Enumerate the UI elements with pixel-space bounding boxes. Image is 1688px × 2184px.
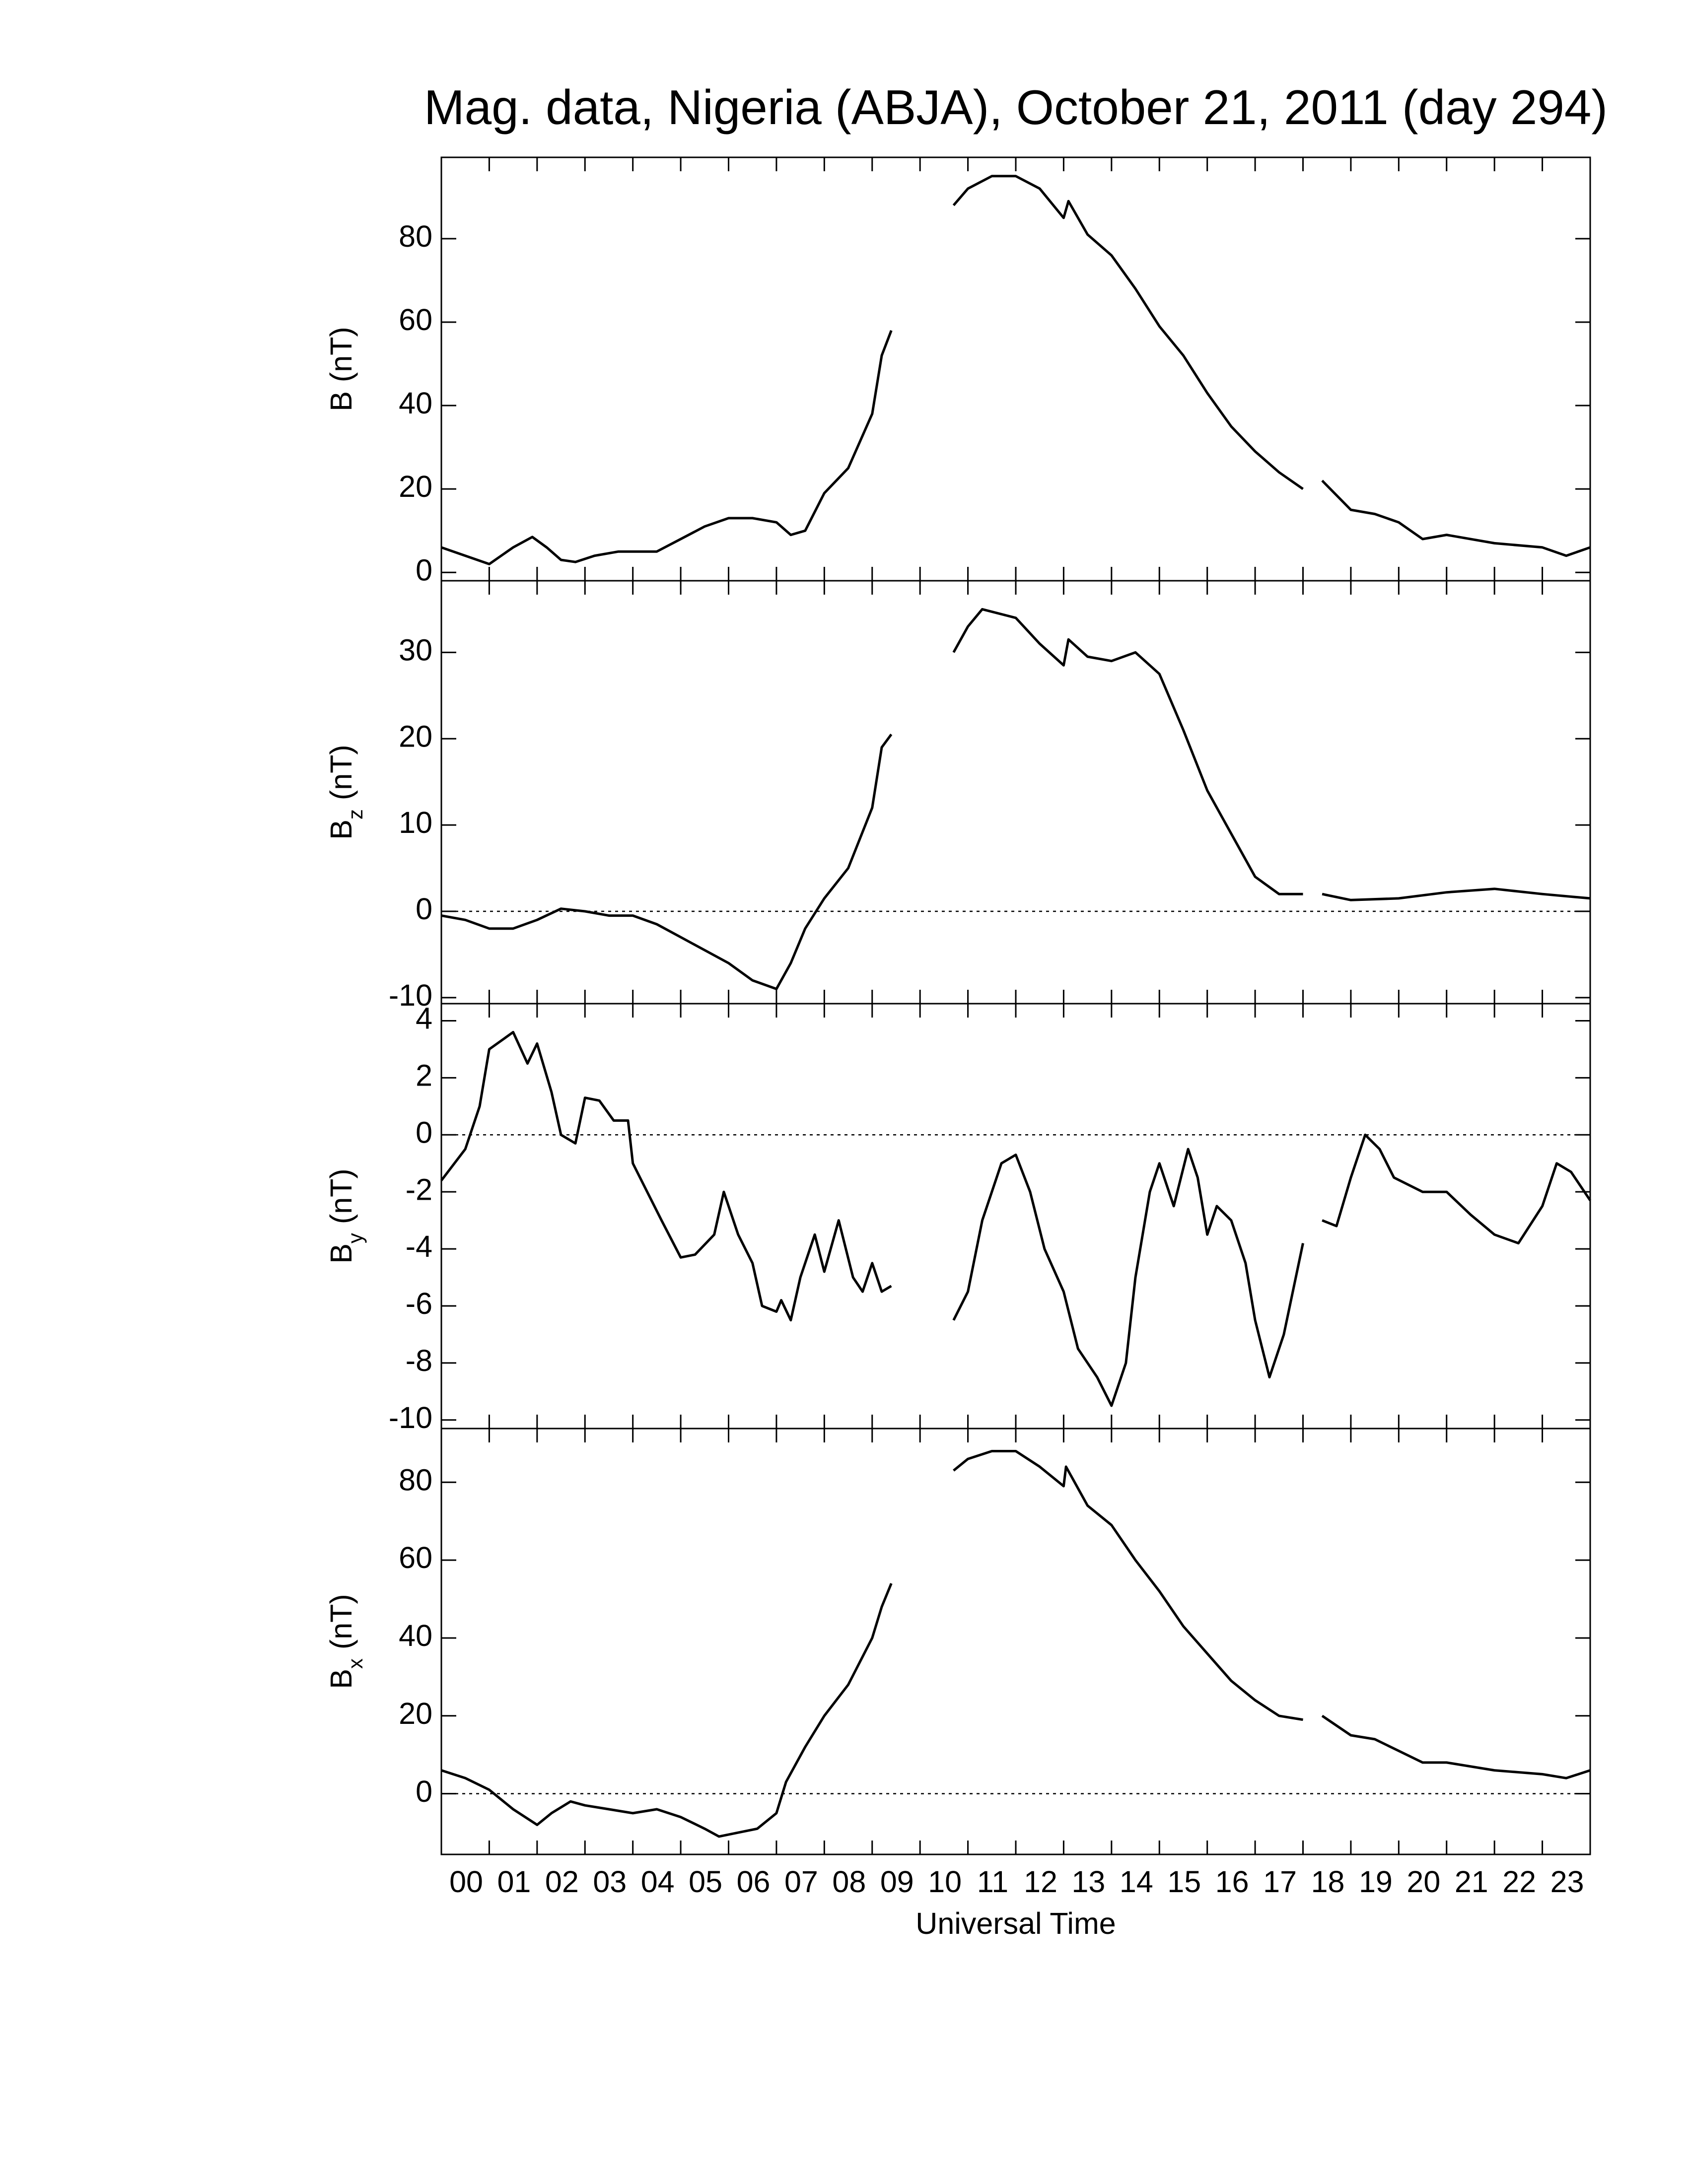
x-tick-label: 03 (593, 1865, 627, 1899)
y-tick-label: 0 (416, 553, 432, 587)
x-tick-label: 06 (737, 1865, 771, 1899)
x-tick-label: 17 (1263, 1865, 1297, 1899)
y-axis-label: By (nT) (324, 1168, 367, 1264)
y-axis-label-sub: x (344, 1658, 367, 1669)
chart-title: Mag. data, Nigeria (ABJA), October 21, 2… (424, 80, 1608, 135)
y-axis-label-base: B (324, 1243, 358, 1264)
x-tick-label: 02 (545, 1865, 579, 1899)
y-tick-label: -8 (406, 1344, 432, 1377)
x-tick-label: 22 (1502, 1865, 1536, 1899)
data-line (440, 1030, 1592, 1407)
y-tick-label: 20 (399, 1697, 432, 1730)
y-tick-label: -10 (389, 978, 432, 1012)
x-tick-label: 16 (1215, 1865, 1249, 1899)
x-tick-label: 04 (641, 1865, 675, 1899)
y-tick-label: 20 (399, 470, 432, 503)
x-axis-label: Universal Time (915, 1907, 1116, 1940)
y-tick-label: 40 (399, 386, 432, 420)
y-tick-label: 2 (416, 1058, 432, 1092)
x-tick-label: 10 (928, 1865, 962, 1899)
y-tick-label: -2 (406, 1172, 432, 1206)
y-axis-label: Bx (nT) (324, 1594, 367, 1689)
x-tick-label: 01 (497, 1865, 531, 1899)
x-tick-label: 12 (1024, 1865, 1057, 1899)
y-tick-label: 60 (399, 1541, 432, 1574)
x-tick-label: 14 (1120, 1865, 1153, 1899)
y-tick-label: 4 (416, 1002, 432, 1035)
y-tick-label: 60 (399, 303, 432, 337)
x-tick-label: 23 (1550, 1865, 1584, 1899)
y-axis-label-unit: (nT) (324, 745, 358, 800)
plot-frame (440, 156, 1591, 582)
y-tick-label: 0 (416, 1115, 432, 1149)
x-tick-label: 00 (449, 1865, 483, 1899)
data-line (441, 608, 1591, 990)
x-tick-label: 20 (1407, 1865, 1440, 1899)
y-axis-label-unit: (nT) (324, 1168, 358, 1224)
y-tick-label: 80 (399, 219, 432, 253)
plot-frame (440, 1428, 1591, 1855)
y-axis-label: Bz (nT) (324, 745, 367, 840)
y-tick-label: 0 (416, 1774, 432, 1808)
data-line (441, 175, 1591, 565)
y-tick-label: -6 (406, 1287, 432, 1320)
x-tick-label: 11 (977, 1865, 1008, 1899)
x-tick-label: 15 (1167, 1865, 1201, 1899)
data-line (441, 1450, 1591, 1838)
x-tick-label: 07 (784, 1865, 818, 1899)
y-axis-label: B (nT) (324, 327, 358, 411)
x-tick-label: 08 (832, 1865, 866, 1899)
y-axis-label-unit: (nT) (324, 1594, 358, 1649)
x-tick-label: 13 (1071, 1865, 1105, 1899)
y-axis-label-unit: (nT) (324, 327, 358, 382)
y-axis-label-base: B (324, 819, 358, 840)
y-axis-label-base: B (324, 1669, 358, 1689)
plot-frame (440, 580, 1591, 1005)
x-tick-label: 18 (1311, 1865, 1345, 1899)
plot-frame (440, 1003, 1591, 1430)
y-tick-label: 10 (399, 806, 432, 839)
y-tick-label: 20 (399, 719, 432, 753)
y-axis-label-sub: y (344, 1233, 367, 1243)
y-tick-label: 40 (399, 1619, 432, 1652)
y-tick-label: 0 (416, 892, 432, 926)
y-axis-label-base: B (324, 391, 358, 411)
y-tick-label: -4 (406, 1229, 432, 1263)
y-tick-label: 80 (399, 1463, 432, 1497)
x-tick-label: 09 (880, 1865, 914, 1899)
x-tick-label: 19 (1359, 1865, 1393, 1899)
x-tick-label: 05 (689, 1865, 722, 1899)
y-tick-label: 30 (399, 633, 432, 667)
y-axis-label-sub: z (344, 809, 367, 819)
x-tick-label: 21 (1455, 1865, 1488, 1899)
y-tick-label: -10 (389, 1401, 432, 1434)
